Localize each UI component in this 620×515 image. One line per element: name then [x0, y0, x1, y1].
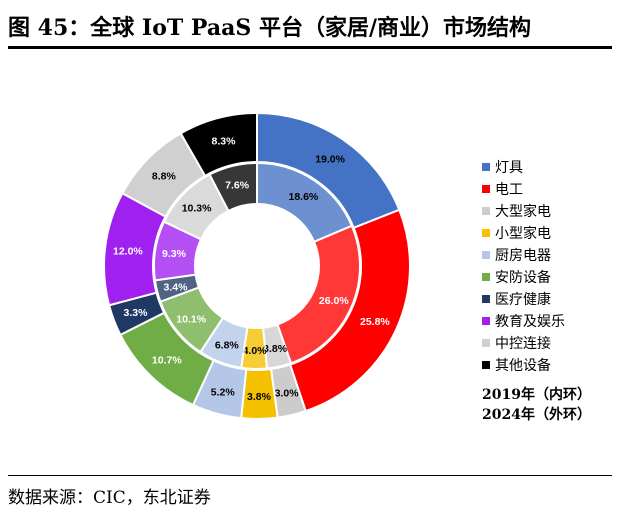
- donut-chart: 18.6%26.0%3.8%4.0%6.8%10.1%3.4%9.3%10.3%…: [103, 111, 411, 420]
- outer-slice-label-2: 3.0%: [275, 388, 300, 400]
- inner-slice-label-7: 9.3%: [162, 248, 187, 260]
- legend-item-7: 教育及娱乐: [482, 310, 565, 332]
- legend-label-7: 教育及娱乐: [495, 314, 565, 330]
- figure-title: 图 45：全球 IoT PaaS 平台（家居/商业）市场结构: [8, 15, 531, 41]
- outer-slice-label-1: 25.8%: [360, 316, 390, 328]
- source-note: 数据来源：CIC，东北证券: [8, 488, 211, 508]
- legend-item-1: 电工: [482, 178, 565, 200]
- inner-slice-label-9: 7.6%: [225, 179, 250, 191]
- legend-swatch-5: [482, 273, 490, 281]
- outer-slice-label-5: 10.7%: [152, 355, 182, 367]
- inner-slice-9: [208, 161, 258, 213]
- legend-label-5: 安防设备: [495, 270, 551, 286]
- outer-slice-label-8: 8.8%: [152, 170, 177, 182]
- inner-slice-label-1: 26.0%: [319, 295, 349, 307]
- legend-inner-ring-note: 2019年（内环）: [482, 387, 591, 403]
- legend-item-0: 灯具: [482, 156, 565, 178]
- outer-slice-label-0: 19.0%: [315, 154, 345, 166]
- inner-slice-label-3: 4.0%: [243, 345, 268, 357]
- legend-item-8: 中控连接: [482, 332, 565, 354]
- legend-label-1: 电工: [495, 182, 523, 198]
- inner-slice-label-8: 10.3%: [182, 203, 212, 215]
- outer-slice-label-3: 3.8%: [247, 391, 272, 403]
- legend-label-0: 灯具: [495, 160, 523, 176]
- legend-swatch-1: [482, 185, 490, 193]
- legend-swatch-8: [482, 339, 490, 347]
- legend-swatch-6: [482, 295, 490, 303]
- legend-label-4: 厨房电器: [495, 248, 551, 264]
- legend-swatch-3: [482, 229, 490, 237]
- inner-slice-label-2: 3.8%: [263, 343, 288, 355]
- legend-swatch-4: [482, 251, 490, 259]
- legend-swatch-0: [482, 163, 490, 171]
- legend-label-9: 其他设备: [495, 358, 551, 374]
- legend-outer-ring-note: 2024年（外环）: [482, 407, 591, 423]
- outer-slice-label-4: 5.2%: [211, 386, 236, 398]
- legend-label-6: 医疗健康: [495, 292, 551, 308]
- outer-slice-label-6: 3.3%: [124, 307, 149, 319]
- inner-slice-label-0: 18.6%: [289, 191, 319, 203]
- chart-legend: 灯具电工大型家电小型家电厨房电器安防设备医疗健康教育及娱乐中控连接其他设备: [482, 156, 565, 376]
- outer-slice-label-7: 12.0%: [113, 246, 143, 258]
- legend-swatch-2: [482, 207, 490, 215]
- outer-slice-1: [288, 208, 411, 413]
- legend-item-9: 其他设备: [482, 354, 565, 376]
- outer-slice-label-9: 8.3%: [212, 135, 237, 147]
- inner-slice-label-5: 10.1%: [176, 313, 206, 325]
- outer-slice-9: [179, 111, 258, 178]
- title-rule: [8, 46, 612, 49]
- legend-item-3: 小型家电: [482, 222, 565, 244]
- legend-label-2: 大型家电: [495, 204, 551, 220]
- legend-item-5: 安防设备: [482, 266, 565, 288]
- inner-slice-label-6: 3.4%: [164, 282, 189, 294]
- legend-swatch-9: [482, 361, 490, 369]
- inner-slice-label-4: 6.8%: [215, 339, 240, 351]
- legend-item-4: 厨房电器: [482, 244, 565, 266]
- legend-label-8: 中控连接: [495, 336, 551, 352]
- legend-swatch-7: [482, 317, 490, 325]
- legend-label-3: 小型家电: [495, 226, 551, 242]
- source-rule: [8, 475, 612, 476]
- legend-item-2: 大型家电: [482, 200, 565, 222]
- legend-item-6: 医疗健康: [482, 288, 565, 310]
